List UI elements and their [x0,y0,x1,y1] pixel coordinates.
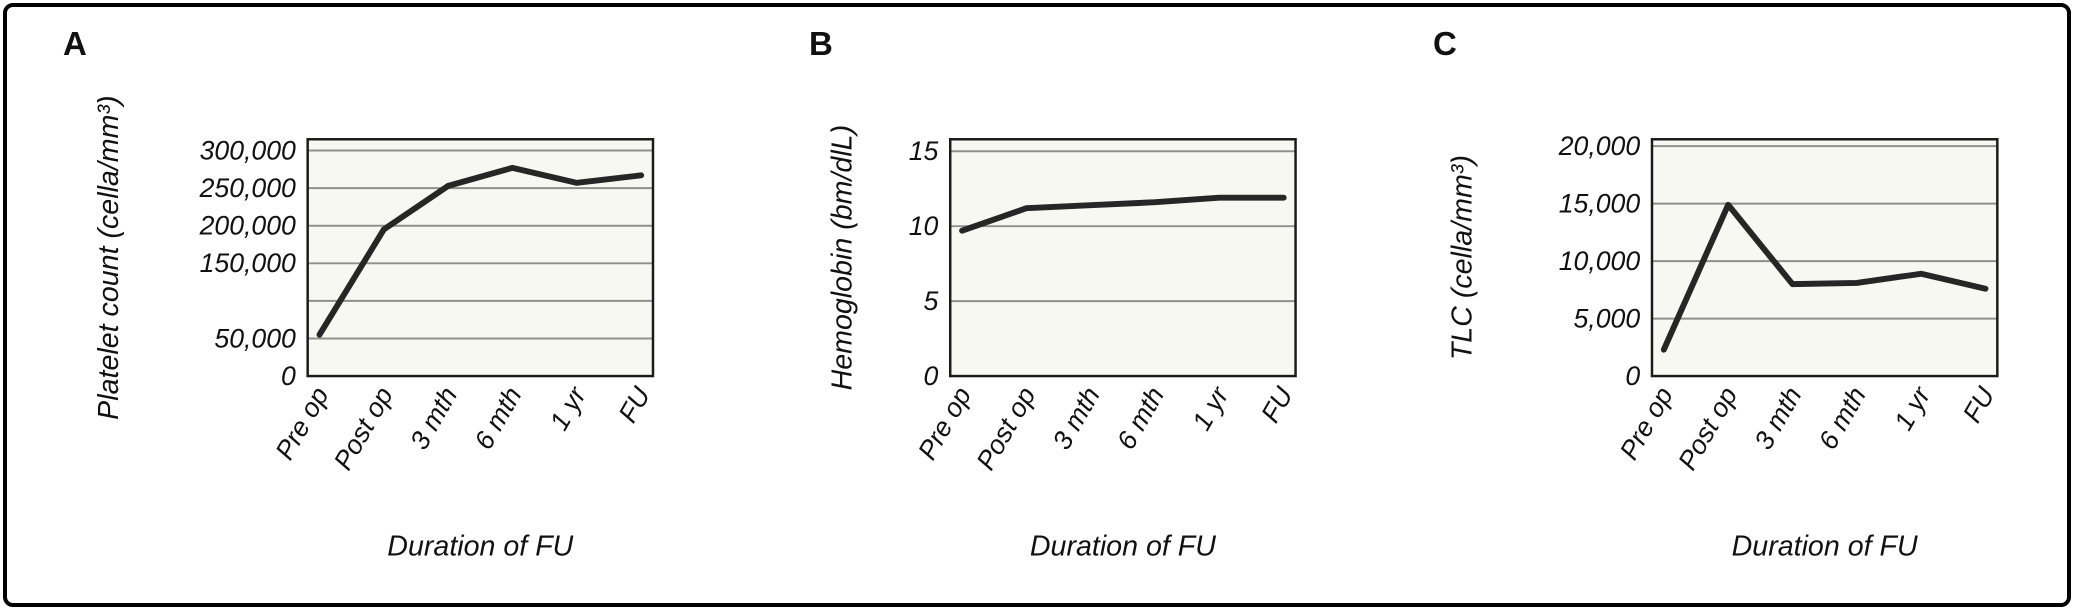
y-axis-title: Hemoglobin (bm/dlL) [827,125,859,391]
plot-area [950,139,1296,377]
y-tick-label: 10 [909,211,939,241]
chart-panel-c: C 20,000 15,000 10,000 5,000 0 Pre op Post op 3… [1383,11,2067,603]
chart-panel-b: B 15 10 5 0 Pre op Post op 3 mth 6 mth 1 yr FU Hem… [699,11,1383,603]
x-tick-label: 3 mth [404,382,463,455]
y-axis-title: TLC (cella/mm³) [1446,155,1478,360]
x-tick-label: Pre op [912,382,977,465]
y-tick-label: 15 [909,136,939,166]
x-tick-label: 6 mth [1111,382,1170,455]
x-tick-label: 1 yr [544,381,593,435]
x-tick-label: 3 mth [1047,382,1106,455]
y-tick-label: 15,000 [1559,189,1641,219]
y-tick-label: 300,000 [200,135,296,165]
x-tick-label: Pre op [1614,382,1679,465]
y-tick-label: 0 [924,361,939,391]
x-tick-label: 1 yr [1186,381,1235,435]
x-axis-title: Duration of FU [1732,531,1918,563]
panel-letter-a: A [63,25,87,62]
y-tick-label: 0 [281,361,296,391]
x-tick-label: 1 yr [1888,381,1937,435]
y-tick-label: 0 [1625,361,1640,391]
y-tick-label: 5,000 [1574,303,1641,333]
x-tick-label: Post op [1672,382,1743,475]
y-axis-title: Platelet count (cella/mm³) [93,95,125,419]
x-tick-label: FU [1957,381,2001,427]
x-tick-label: 3 mth [1748,382,1807,455]
y-tick-label: 250,000 [199,173,296,203]
data-line [316,164,645,338]
y-tick-label: 10,000 [1559,246,1641,276]
y-tick-label: 20,000 [1558,131,1641,161]
x-tick-label: Post op [328,382,399,475]
figure-border: A 300,000 250,000 200,000 150,000 50,000 0 Pre… [3,3,2071,607]
x-tick-label: FU [612,381,656,427]
y-tick-label: 150,000 [200,248,296,278]
y-tick-label: 50,000 [214,323,296,353]
data-line [1660,201,1989,353]
panel-letter-b: B [809,25,833,62]
plot-border [306,138,655,378]
x-tick-label: Post op [970,382,1041,475]
plot-border [1650,138,1999,378]
x-tick-label: Pre op [269,382,334,465]
x-tick-label: 6 mth [1813,382,1872,455]
y-tick-label: 5 [924,286,939,316]
figure: A 300,000 250,000 200,000 150,000 50,000 0 Pre… [7,7,2067,603]
chart-panel-a: A 300,000 250,000 200,000 150,000 50,000 0 Pre… [15,11,699,603]
x-tick-label: 6 mth [468,382,527,455]
plot-border [948,138,1297,378]
y-tick-label: 200,000 [199,211,296,241]
x-axis-title: Duration of FU [1030,531,1216,563]
panel-letter-c: C [1433,25,1457,62]
x-axis-title: Duration of FU [387,531,573,563]
data-line [959,194,1287,234]
plot-area [1651,139,1998,377]
x-tick-label: FU [1255,381,1299,427]
